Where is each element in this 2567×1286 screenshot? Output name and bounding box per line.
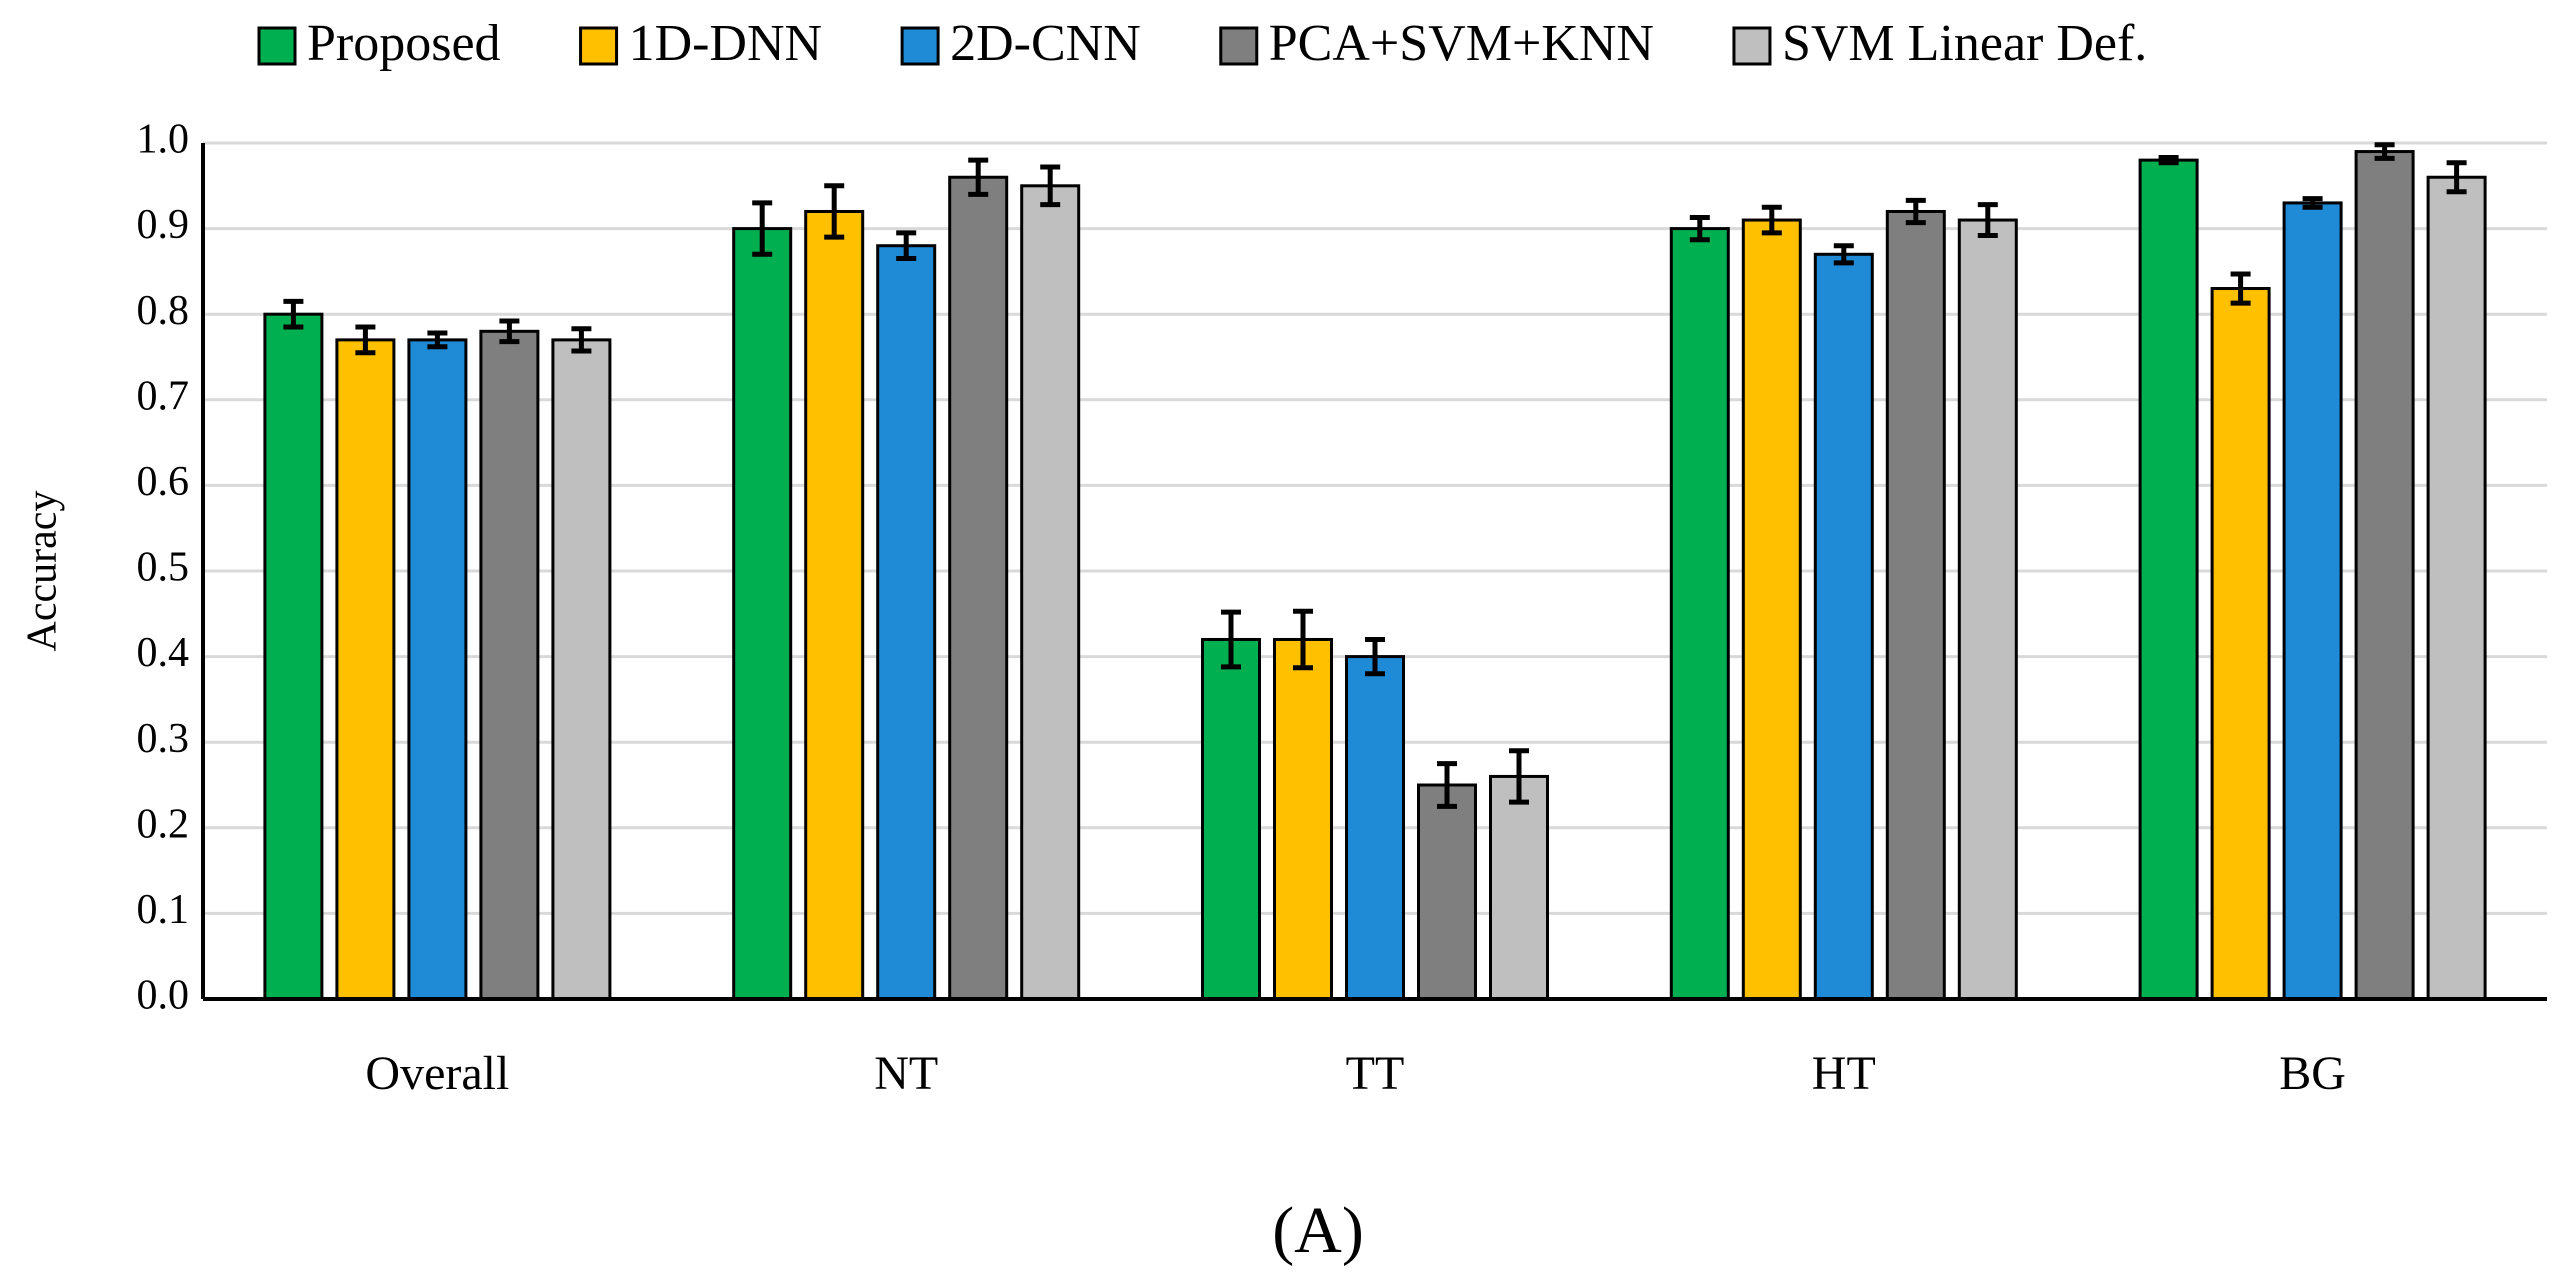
error-bar xyxy=(2302,196,2323,210)
x-tick-label: NT xyxy=(874,1047,938,1100)
error-bar xyxy=(1689,214,1710,243)
bar xyxy=(2282,201,2343,1001)
bar xyxy=(2426,175,2487,1001)
error-bar xyxy=(499,318,520,345)
error-bar xyxy=(355,324,376,356)
y-tick-label: 0.7 xyxy=(137,373,190,419)
error-bar xyxy=(1509,748,1529,805)
bar xyxy=(2210,287,2271,1001)
bar xyxy=(1957,218,2018,1001)
error-bar xyxy=(1437,761,1457,809)
legend-swatch xyxy=(900,26,940,66)
bar xyxy=(2354,150,2415,1001)
bar xyxy=(1345,655,1405,1001)
error-bar xyxy=(2446,160,2467,195)
legend-swatch xyxy=(257,26,297,66)
legend-label: PCA+SVM+KNN xyxy=(1269,15,1654,72)
x-tick-label: TT xyxy=(1346,1047,1405,1100)
bar xyxy=(1741,218,1802,1001)
x-tick-label: HT xyxy=(1812,1047,1876,1100)
legend-label: 1D-DNN xyxy=(629,15,823,72)
bar xyxy=(1885,209,1946,1001)
bar xyxy=(263,312,324,1001)
error-bar xyxy=(1365,636,1385,677)
bar xyxy=(551,338,612,1001)
error-bar xyxy=(752,200,773,257)
bar xyxy=(1813,252,1874,1001)
x-tick-label: BG xyxy=(2279,1047,2346,1100)
legend-swatch xyxy=(1732,26,1772,66)
error-bar xyxy=(1293,608,1313,671)
y-tick-label: 0.3 xyxy=(137,716,190,762)
error-bar xyxy=(896,230,917,262)
error-bar xyxy=(283,298,304,330)
bar xyxy=(804,209,865,1001)
caption: (A) xyxy=(1272,1194,1364,1267)
bar xyxy=(479,329,540,1001)
error-bar xyxy=(968,157,989,197)
bar xyxy=(1417,783,1477,1001)
y-tick-label: 1.0 xyxy=(137,117,190,163)
error-bar xyxy=(1905,197,1926,226)
error-bar xyxy=(1761,204,1782,236)
y-tick-label: 0.4 xyxy=(137,630,190,676)
y-axis-label: Accuracy xyxy=(20,491,66,652)
y-tick-label: 0.2 xyxy=(137,801,190,847)
error-bar xyxy=(427,330,448,350)
legend-label: SVM Linear Def. xyxy=(1782,15,2147,72)
bar xyxy=(335,338,396,1001)
legend-label: 2D-CNN xyxy=(950,15,1141,72)
y-tick-label: 0.6 xyxy=(137,459,190,505)
error-bar xyxy=(1040,164,1061,208)
error-bar xyxy=(1977,202,1998,238)
bar xyxy=(1273,637,1333,1001)
bar xyxy=(1489,774,1549,1001)
y-tick-label: 0.1 xyxy=(137,887,190,933)
legend-swatch xyxy=(579,26,619,66)
y-tick-label: 0.0 xyxy=(137,973,190,1019)
legend-swatch xyxy=(1219,26,1259,66)
error-bar xyxy=(571,326,592,354)
error-bar xyxy=(2230,271,2251,306)
bar xyxy=(1669,227,1730,1001)
y-tick-label: 0.8 xyxy=(137,288,190,334)
error-bar xyxy=(2374,142,2395,161)
bar xyxy=(1201,637,1261,1001)
bar xyxy=(876,244,937,1001)
bar xyxy=(2138,158,2199,1001)
error-bar xyxy=(824,183,845,240)
x-tick-label: Overall xyxy=(365,1047,509,1100)
y-tick-label: 0.5 xyxy=(137,545,190,591)
legend-label: Proposed xyxy=(307,15,501,72)
bar xyxy=(732,227,793,1001)
error-bar xyxy=(1221,609,1241,670)
error-bar xyxy=(2158,155,2179,166)
y-tick-label: 0.9 xyxy=(137,202,190,248)
bar xyxy=(407,338,468,1001)
bar xyxy=(1020,184,1081,1001)
error-bar xyxy=(1833,243,1854,266)
bar xyxy=(948,175,1009,1001)
